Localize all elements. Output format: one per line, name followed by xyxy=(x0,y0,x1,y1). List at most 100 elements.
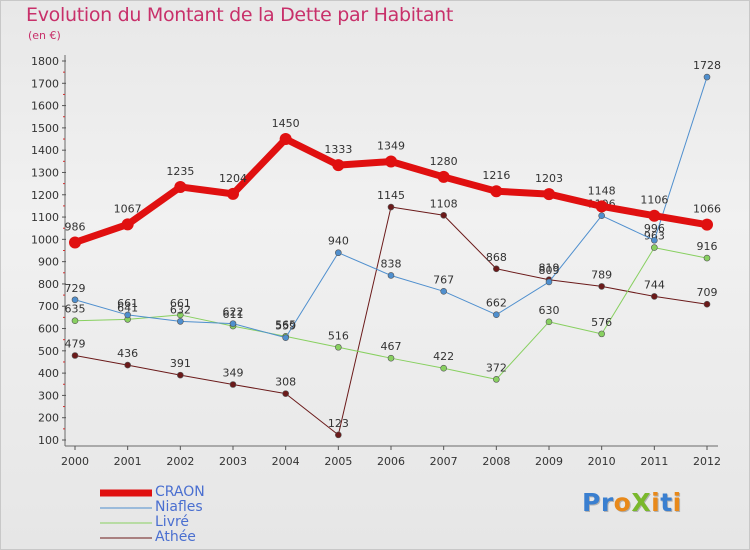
chart-title: Evolution du Montant de la Dette par Hab… xyxy=(26,4,454,26)
data-point xyxy=(282,390,289,397)
data-label: 1349 xyxy=(377,140,405,153)
x-tick-label: 2010 xyxy=(588,455,616,468)
data-label: 1148 xyxy=(588,184,616,197)
x-tick-label: 2003 xyxy=(219,455,247,468)
y-tick-label: 500 xyxy=(38,345,59,358)
data-label: 1066 xyxy=(693,203,721,216)
y-tick-label: 1600 xyxy=(31,100,59,113)
data-label: 662 xyxy=(486,297,507,310)
series-ath-e: 479 436 391 349 308 123 1145 1108 868 819 789 744 70… xyxy=(65,189,718,439)
data-label: 1280 xyxy=(430,155,458,168)
data-point xyxy=(335,343,342,351)
data-label: 422 xyxy=(433,350,454,363)
data-point xyxy=(229,320,237,327)
data-point xyxy=(174,180,187,193)
data-label: 1204 xyxy=(219,172,247,185)
data-label: 1203 xyxy=(535,172,563,185)
data-label: 963 xyxy=(644,230,665,243)
data-label: 868 xyxy=(486,251,507,264)
x-tick-label: 2008 xyxy=(482,455,510,468)
data-point xyxy=(71,296,79,304)
series-niafles: 7296616326225599408387676628091106996172… xyxy=(65,59,721,341)
data-label: 632 xyxy=(170,303,191,316)
legend-swatch xyxy=(100,507,152,508)
y-tick-label: 800 xyxy=(38,278,59,291)
data-label: 819 xyxy=(539,262,560,275)
data-point xyxy=(335,431,342,439)
data-point xyxy=(387,272,395,279)
data-point xyxy=(651,293,658,300)
y-tick-label: 200 xyxy=(38,412,59,425)
data-label: 516 xyxy=(328,329,349,342)
data-label: 940 xyxy=(328,235,349,248)
data-point xyxy=(177,371,184,379)
data-label: 1216 xyxy=(482,169,510,182)
legend-label: Niafles xyxy=(155,499,203,515)
data-point xyxy=(71,317,79,325)
data-point xyxy=(440,287,447,295)
data-label: 709 xyxy=(697,286,718,299)
data-label: 1106 xyxy=(640,194,668,207)
data-point xyxy=(651,236,658,244)
data-label: 372 xyxy=(486,361,507,374)
data-point xyxy=(545,318,553,326)
legend-swatch xyxy=(100,537,152,538)
x-tick-label: 2012 xyxy=(693,455,721,468)
y-tick-label: 1300 xyxy=(31,166,59,179)
data-point xyxy=(651,244,658,251)
data-point xyxy=(543,188,555,201)
data-point xyxy=(493,376,500,383)
data-point xyxy=(124,311,131,319)
data-point xyxy=(598,283,605,290)
y-tick-label: 1100 xyxy=(31,211,59,224)
data-point xyxy=(703,254,711,262)
data-label: 479 xyxy=(65,338,86,351)
data-point xyxy=(279,133,292,146)
data-point xyxy=(648,209,661,222)
data-point xyxy=(124,361,131,369)
data-point xyxy=(493,311,500,319)
x-tick-label: 2004 xyxy=(272,455,300,468)
legend-label: CRAON xyxy=(155,484,205,500)
proxiti-logo: ProXiti xyxy=(582,488,682,517)
data-label: 1728 xyxy=(693,59,721,72)
data-point xyxy=(335,249,342,257)
data-label: 789 xyxy=(591,268,612,281)
chart-unit-label: (en €) xyxy=(28,29,61,42)
legend-label: Livré xyxy=(155,514,190,530)
data-label: 641 xyxy=(117,301,138,314)
y-tick-label: 1200 xyxy=(31,189,59,202)
data-label: 622 xyxy=(223,306,244,319)
data-label: 630 xyxy=(539,304,560,317)
data-point xyxy=(493,265,500,273)
data-label: 996 xyxy=(644,222,665,235)
x-tick-label: 2005 xyxy=(324,455,352,468)
data-label: 838 xyxy=(381,257,402,270)
legend-swatch xyxy=(100,522,152,523)
data-point xyxy=(598,330,605,338)
data-point xyxy=(437,170,450,183)
x-tick-label: 2011 xyxy=(640,455,668,468)
data-point xyxy=(177,318,184,325)
data-label: 916 xyxy=(697,240,718,253)
data-label: 1067 xyxy=(114,202,142,215)
x-tick-label: 2002 xyxy=(166,455,194,468)
legend-item-craon: CRAON xyxy=(100,485,300,500)
legend-item-ath-e: Athée xyxy=(100,530,300,545)
data-label: 391 xyxy=(170,357,191,370)
data-point xyxy=(545,278,553,286)
data-point xyxy=(598,212,605,220)
y-tick-label: 600 xyxy=(38,323,59,336)
y-tick-label: 1000 xyxy=(31,233,59,246)
legend-item-niafles: Niafles xyxy=(100,500,300,515)
data-label: 809 xyxy=(539,264,560,277)
data-label: 123 xyxy=(328,417,349,430)
data-label: 986 xyxy=(65,220,86,233)
legend-item-livr: Livré xyxy=(100,515,300,530)
x-tick-label: 2001 xyxy=(114,455,142,468)
data-label: 635 xyxy=(65,303,86,316)
x-tick-label: 2006 xyxy=(377,455,405,468)
data-point xyxy=(71,352,79,359)
data-point xyxy=(387,354,395,362)
